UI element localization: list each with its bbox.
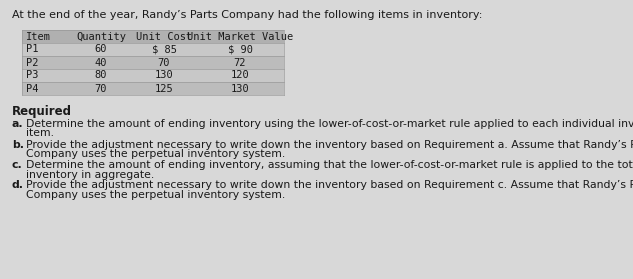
Text: P1: P1: [26, 44, 39, 54]
Text: a.: a.: [12, 119, 23, 129]
Text: Quantity: Quantity: [76, 32, 126, 42]
Text: Item: Item: [26, 32, 51, 42]
Text: Company uses the perpetual inventory system.: Company uses the perpetual inventory sys…: [26, 149, 285, 159]
Text: 40: 40: [95, 57, 107, 68]
Text: Unit Market Value: Unit Market Value: [187, 32, 293, 42]
Text: 72: 72: [234, 57, 246, 68]
Text: Unit Cost: Unit Cost: [136, 32, 192, 42]
Text: b.: b.: [12, 140, 24, 150]
Bar: [22, 69, 284, 82]
Text: Provide the adjustment necessary to write down the inventory based on Requiremen: Provide the adjustment necessary to writ…: [26, 140, 633, 150]
Text: Required: Required: [12, 105, 72, 118]
Text: inventory in aggregate.: inventory in aggregate.: [26, 170, 154, 179]
Text: 60: 60: [95, 44, 107, 54]
Text: 80: 80: [95, 71, 107, 81]
Text: $ 90: $ 90: [227, 44, 253, 54]
Bar: [22, 82, 284, 95]
Text: P3: P3: [26, 71, 39, 81]
Bar: [22, 43, 284, 56]
Text: P4: P4: [26, 83, 39, 93]
Text: $ 85: $ 85: [151, 44, 177, 54]
Text: 70: 70: [95, 83, 107, 93]
Text: 70: 70: [158, 57, 170, 68]
Bar: [22, 56, 284, 69]
Text: Provide the adjustment necessary to write down the inventory based on Requiremen: Provide the adjustment necessary to writ…: [26, 181, 633, 191]
Text: P2: P2: [26, 57, 39, 68]
Text: item.: item.: [26, 129, 54, 138]
Text: d.: d.: [12, 181, 24, 191]
Text: Determine the amount of ending inventory using the lower-of-cost-or-market rule : Determine the amount of ending inventory…: [26, 119, 633, 129]
Text: Company uses the perpetual inventory system.: Company uses the perpetual inventory sys…: [26, 190, 285, 200]
Text: 125: 125: [154, 83, 173, 93]
Bar: [22, 30, 284, 43]
Text: 130: 130: [230, 83, 249, 93]
Text: 130: 130: [154, 71, 173, 81]
Text: At the end of the year, Randy’s Parts Company had the following items in invento: At the end of the year, Randy’s Parts Co…: [12, 10, 482, 20]
Text: Determine the amount of ending inventory, assuming that the lower-of-cost-or-mar: Determine the amount of ending inventory…: [26, 160, 633, 170]
Text: c.: c.: [12, 160, 23, 170]
Text: 120: 120: [230, 71, 249, 81]
